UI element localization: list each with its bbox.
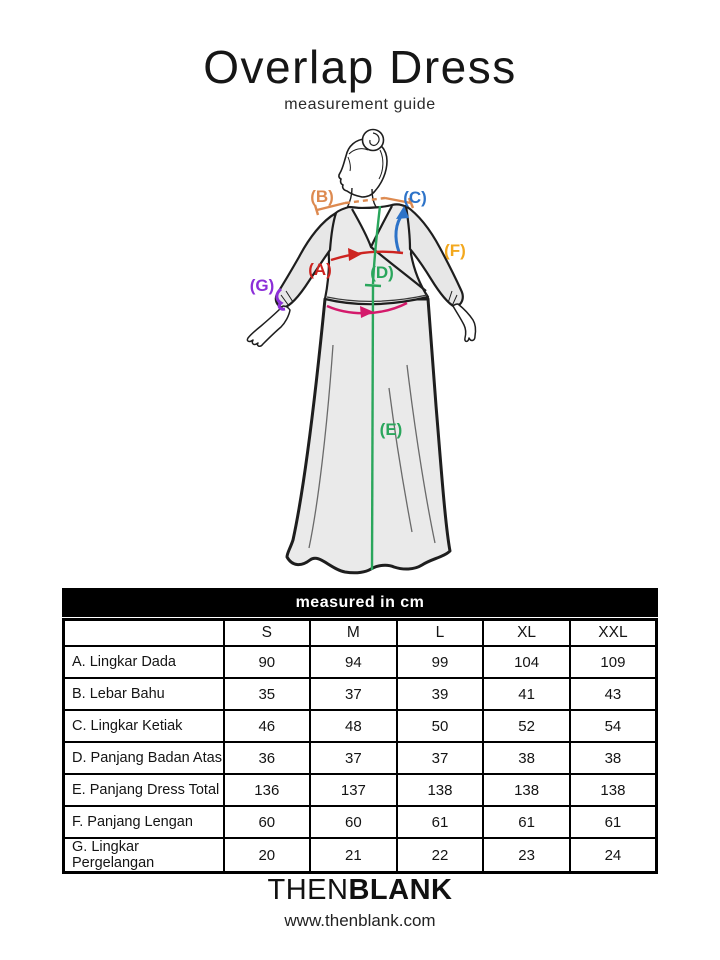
measurement-label: G. Lingkar Pergelangan bbox=[62, 837, 225, 874]
size-column-header: L bbox=[395, 618, 485, 647]
value-cell: 99 bbox=[395, 645, 485, 679]
value-cell: 60 bbox=[309, 805, 398, 839]
brand-second-part: BLANK bbox=[348, 874, 453, 906]
measure-label-D: (D) bbox=[370, 263, 394, 282]
value-cell: 109 bbox=[568, 645, 658, 679]
chest-measure-line-A bbox=[330, 248, 404, 262]
size-header-row: S M L XL XXL bbox=[62, 618, 658, 647]
measure-label-E: (E) bbox=[380, 420, 403, 439]
measurement-label: A. Lingkar Dada bbox=[62, 645, 225, 679]
value-cell: 24 bbox=[568, 837, 658, 874]
measure-label-B: (B) bbox=[310, 187, 334, 206]
wrist-measure-mark-G bbox=[275, 287, 286, 311]
table-caption: measured in cm bbox=[62, 588, 658, 617]
armpit-measure-arrow-C bbox=[394, 206, 409, 253]
dress-length-measure-line-E bbox=[370, 285, 375, 571]
value-cell: 39 bbox=[395, 677, 485, 711]
figure-head bbox=[338, 128, 388, 209]
measure-label-A: (A) bbox=[308, 260, 332, 279]
size-column-header: S bbox=[222, 618, 312, 647]
page-title: Overlap Dress bbox=[203, 41, 517, 93]
website-url: www.thenblank.com bbox=[284, 911, 436, 930]
brand-logo: THENBLANK bbox=[0, 874, 720, 907]
upper-body-measure-line-D bbox=[364, 205, 382, 288]
page-subtitle: measurement guide bbox=[284, 96, 436, 113]
value-cell: 37 bbox=[309, 677, 398, 711]
shoulder-measure-line-B bbox=[313, 196, 415, 216]
value-cell: 138 bbox=[568, 773, 658, 807]
measurement-label: F. Panjang Lengan bbox=[62, 805, 225, 839]
value-cell: 61 bbox=[568, 805, 658, 839]
table-row: D. Panjang Badan Atas 36 37 37 38 38 bbox=[62, 741, 658, 775]
value-cell: 137 bbox=[309, 773, 398, 807]
value-cell: 94 bbox=[309, 645, 398, 679]
value-cell: 37 bbox=[309, 741, 398, 775]
value-cell: 90 bbox=[222, 645, 312, 679]
size-table-section: measured in cm S M L XL XXL A. Lingkar D… bbox=[62, 588, 658, 874]
measurement-label: D. Panjang Badan Atas bbox=[62, 741, 225, 775]
hip-measure-line bbox=[326, 301, 408, 318]
table-row: A. Lingkar Dada 90 94 99 104 109 bbox=[62, 645, 658, 679]
value-cell: 60 bbox=[222, 805, 312, 839]
value-cell: 138 bbox=[482, 773, 571, 807]
value-cell: 20 bbox=[222, 837, 312, 874]
size-column-header: M bbox=[309, 618, 398, 647]
value-cell: 138 bbox=[395, 773, 485, 807]
value-cell: 61 bbox=[395, 805, 485, 839]
table-row: E. Panjang Dress Total 136 137 138 138 1… bbox=[62, 773, 658, 807]
size-column-header: XL bbox=[482, 618, 571, 647]
table-row: F. Panjang Lengan 60 60 61 61 61 bbox=[62, 805, 658, 839]
left-hand bbox=[246, 305, 291, 347]
value-cell: 23 bbox=[482, 837, 571, 874]
brand-first-part: THEN bbox=[267, 874, 349, 906]
value-cell: 41 bbox=[482, 677, 571, 711]
value-cell: 37 bbox=[395, 741, 485, 775]
measure-label-C: (C) bbox=[403, 188, 427, 207]
measure-label-F: (F) bbox=[444, 241, 466, 260]
measurement-label: E. Panjang Dress Total bbox=[62, 773, 225, 807]
table-row: B. Lebar Bahu 35 37 39 41 43 bbox=[62, 677, 658, 711]
dress-skirt bbox=[285, 297, 452, 575]
value-cell: 61 bbox=[482, 805, 571, 839]
table-row: G. Lingkar Pergelangan 20 21 22 23 24 bbox=[62, 837, 658, 874]
value-cell: 52 bbox=[482, 709, 571, 743]
value-cell: 48 bbox=[309, 709, 398, 743]
value-cell: 46 bbox=[222, 709, 312, 743]
measurement-label: B. Lebar Bahu bbox=[62, 677, 225, 711]
value-cell: 36 bbox=[222, 741, 312, 775]
value-cell: 38 bbox=[568, 741, 658, 775]
value-cell: 43 bbox=[568, 677, 658, 711]
value-cell: 35 bbox=[222, 677, 312, 711]
measure-label-G: (G) bbox=[250, 276, 275, 295]
table-row: C. Lingkar Ketiak 46 48 50 52 54 bbox=[62, 709, 658, 743]
value-cell: 38 bbox=[482, 741, 571, 775]
right-hand bbox=[452, 303, 477, 343]
value-cell: 104 bbox=[482, 645, 571, 679]
size-table: S M L XL XXL A. Lingkar Dada 90 94 99 10… bbox=[62, 618, 658, 874]
value-cell: 22 bbox=[395, 837, 485, 874]
value-cell: 136 bbox=[222, 773, 312, 807]
value-cell: 50 bbox=[395, 709, 485, 743]
size-column-header: XXL bbox=[568, 618, 658, 647]
value-cell: 54 bbox=[568, 709, 658, 743]
value-cell: 21 bbox=[309, 837, 398, 874]
measurement-label: C. Lingkar Ketiak bbox=[62, 709, 225, 743]
corner-cell bbox=[62, 618, 225, 647]
